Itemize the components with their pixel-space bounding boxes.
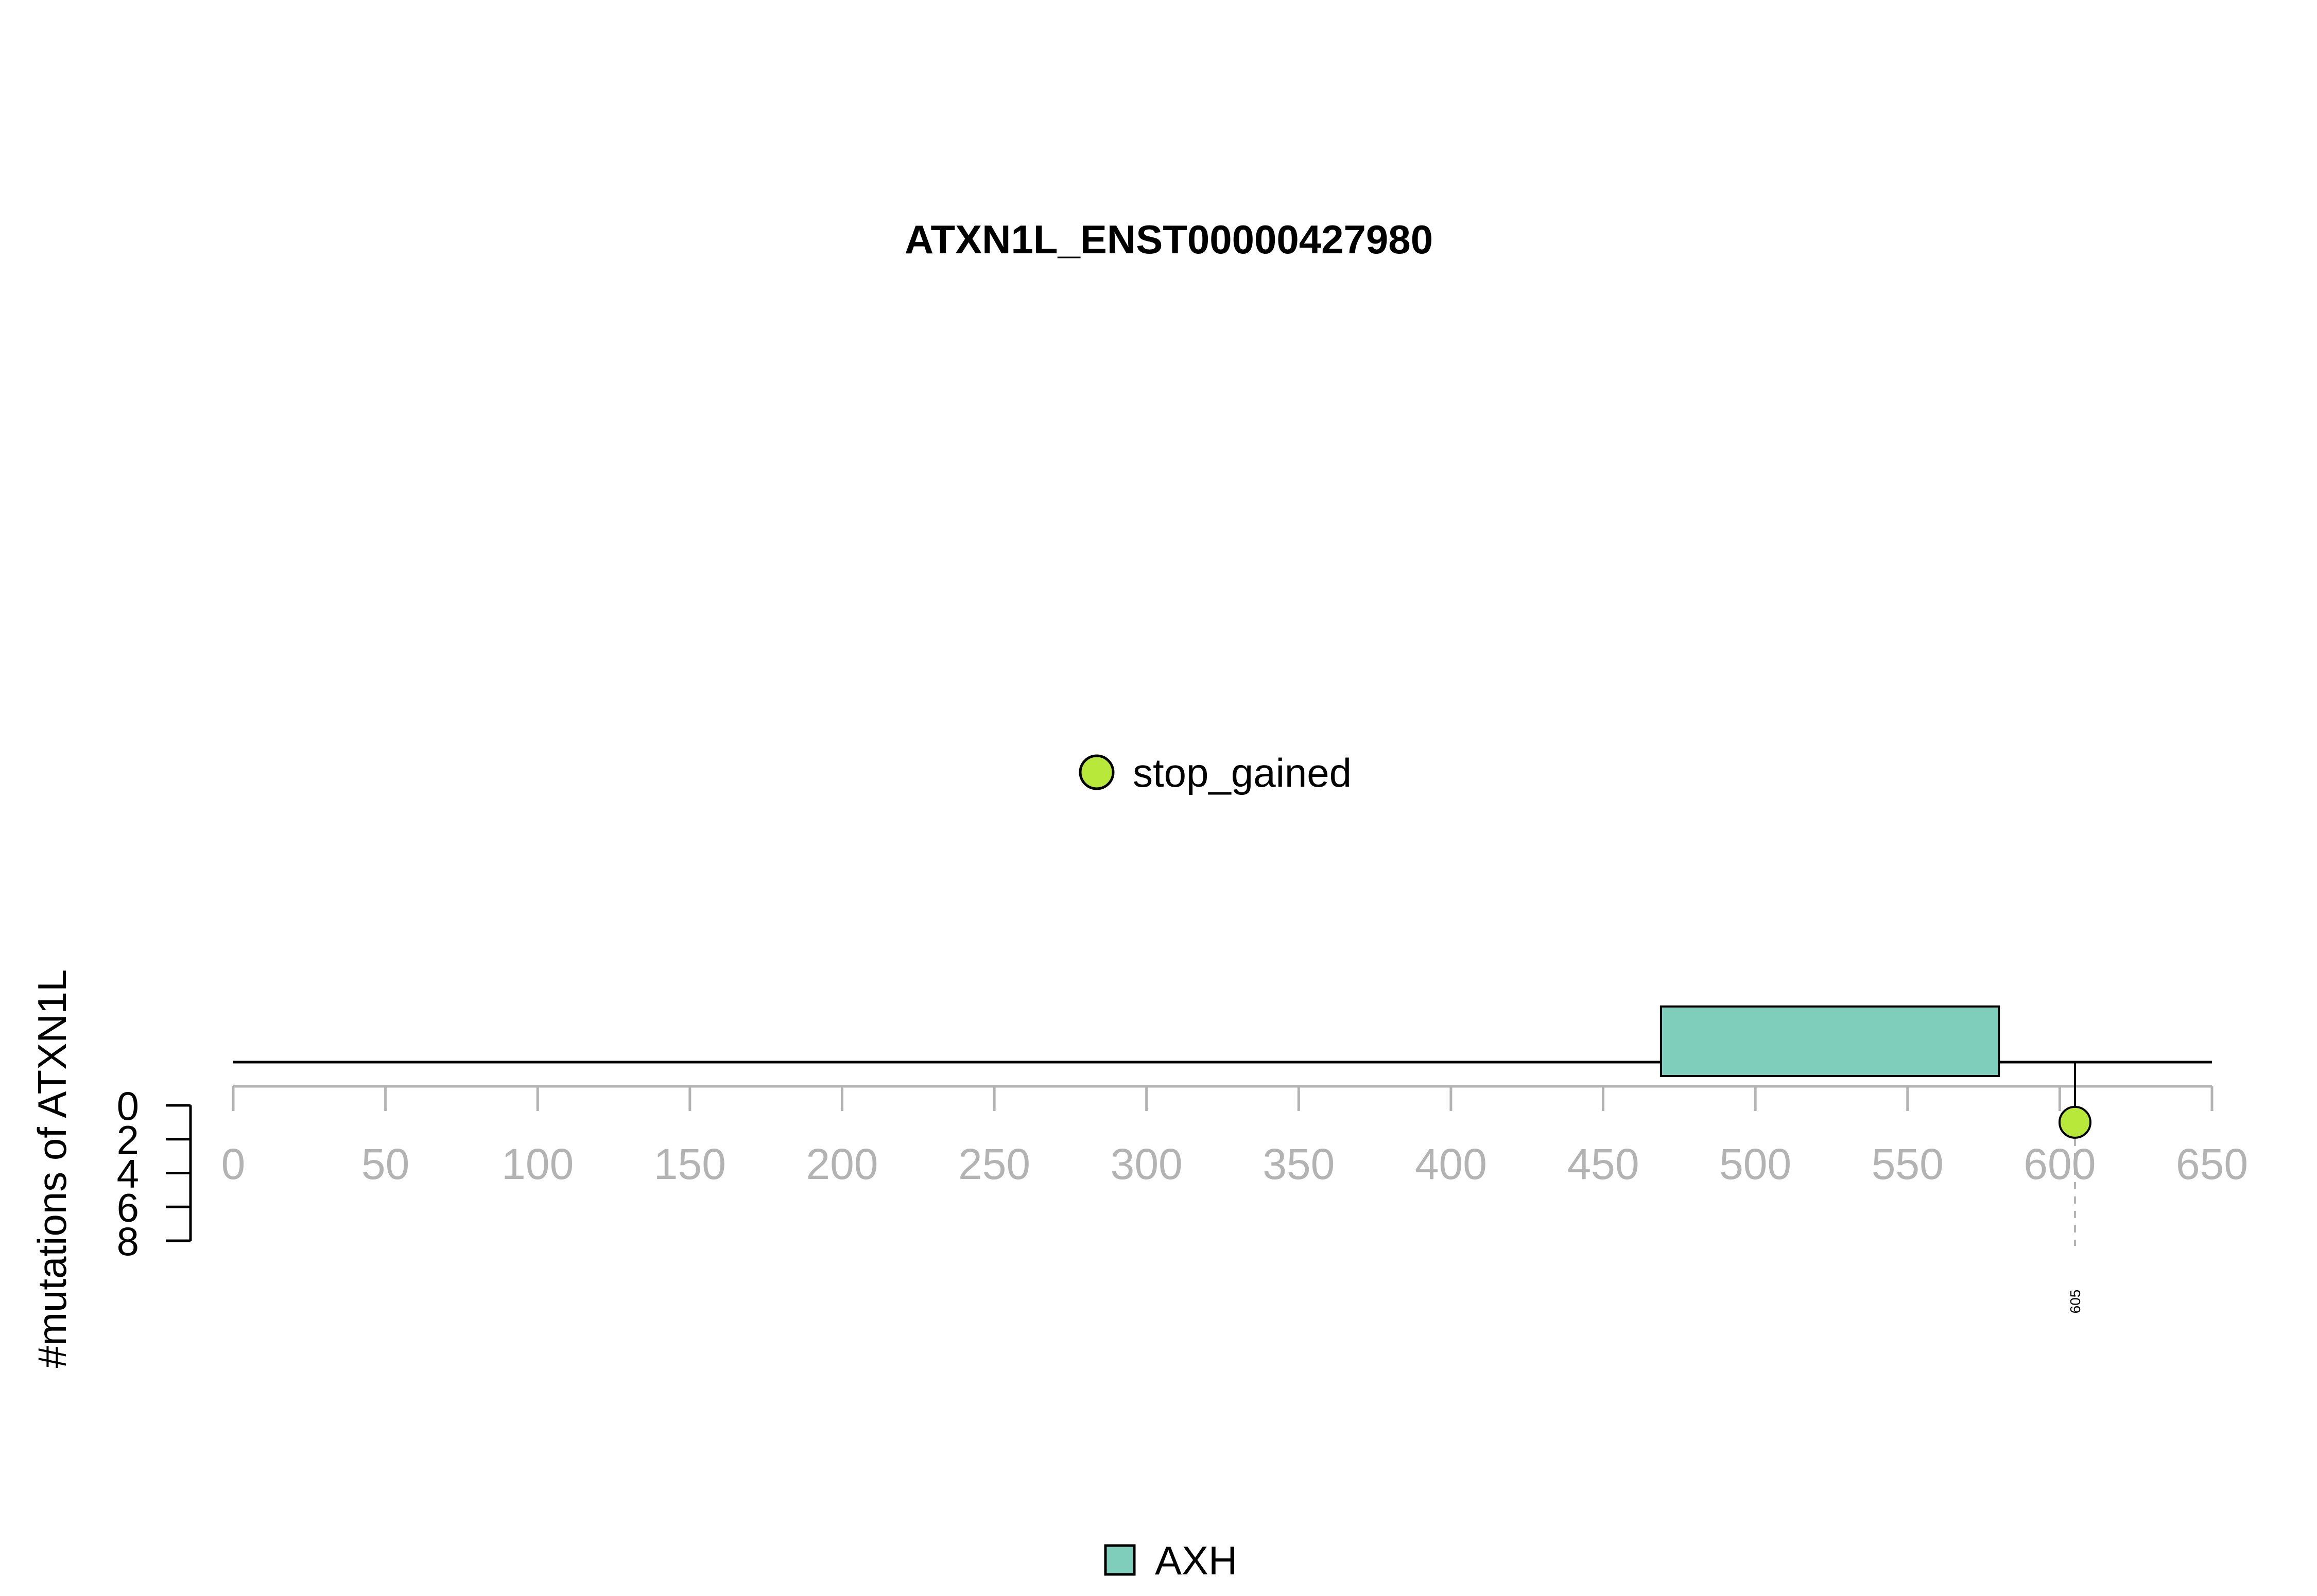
- x-tick-label-250: 250: [958, 1140, 1030, 1188]
- domain-axh: [1659, 1005, 2000, 1077]
- x-tick-label-0: 0: [221, 1140, 246, 1188]
- mutation-label-605: 605: [2067, 1290, 2083, 1314]
- x-tick-label-300: 300: [1111, 1140, 1183, 1188]
- x-tick-label-200: 200: [806, 1140, 878, 1188]
- legend-label-stop_gained: stop_gained: [1133, 750, 1352, 795]
- y-axis-label: #mutations of ATXN1L: [29, 969, 75, 1368]
- x-tick-label-150: 150: [654, 1140, 726, 1188]
- x-tick-label-400: 400: [1415, 1140, 1487, 1188]
- x-tick-label-500: 500: [1719, 1140, 1791, 1188]
- y-tick-label-4: 4: [117, 1151, 139, 1196]
- x-tick-label-550: 550: [1872, 1140, 1944, 1188]
- chart-title: ATXN1L_ENST00000427980: [905, 217, 1433, 262]
- mutation-lollipops: 605: [2058, 1062, 2091, 1314]
- y-tick-label-8: 8: [117, 1219, 139, 1264]
- y-tick-label-2: 2: [117, 1117, 139, 1163]
- x-tick-label-600: 600: [2024, 1140, 2096, 1188]
- mutation-point-605: [2058, 1105, 2091, 1139]
- y-tick-label-0: 0: [117, 1083, 139, 1129]
- x-tick-label-350: 350: [1263, 1140, 1335, 1188]
- legend-label-axh: AXH: [1155, 1538, 1237, 1583]
- x-axis: 0 50 100 150 200 250 300 350 400 450 500 550 600 650: [221, 1085, 2248, 1188]
- y-tick-label-6: 6: [117, 1185, 139, 1230]
- x-tick-label-650: 650: [2176, 1140, 2248, 1188]
- legend-marker-stop_gained: [1079, 754, 1115, 790]
- mutation-type-legend: stop_gained: [1079, 750, 1352, 795]
- x-tick-label-50: 50: [361, 1140, 409, 1188]
- x-tick-label-450: 450: [1567, 1140, 1639, 1188]
- protein-track: [233, 1005, 2212, 1077]
- domain-legend: AXH: [1104, 1538, 1237, 1583]
- x-tick-label-100: 100: [502, 1140, 574, 1188]
- legend-swatch-axh: [1104, 1544, 1136, 1576]
